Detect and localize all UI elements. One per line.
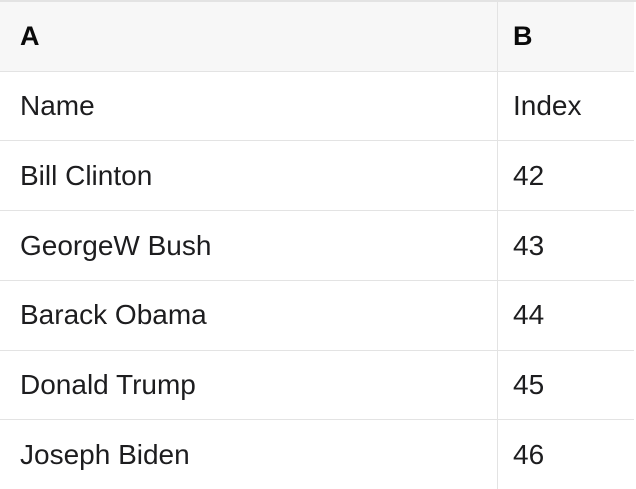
- table-row: GeorgeW Bush 43: [0, 211, 634, 281]
- cell-b2-president-index[interactable]: 42: [497, 141, 634, 211]
- cell-b4-president-index[interactable]: 44: [497, 280, 634, 350]
- cell-a5-president-name[interactable]: Donald Trump: [20, 368, 196, 400]
- cell-a1-name-label[interactable]: Name: [20, 90, 95, 122]
- cell-b1-index-label[interactable]: Index: [497, 71, 634, 141]
- column-header-row: A B: [0, 2, 634, 72]
- table-row: Donald Trump 45: [0, 350, 634, 421]
- column-header-b[interactable]: B: [497, 2, 634, 71]
- column-header-a[interactable]: A: [20, 20, 40, 51]
- cell-b5-president-index[interactable]: 45: [497, 350, 634, 420]
- table-row: Joseph Biden 46: [0, 420, 634, 489]
- table-row-fields: Name Index: [0, 71, 634, 142]
- cell-a3-president-name[interactable]: GeorgeW Bush: [20, 229, 212, 261]
- table-row: Bill Clinton 42: [0, 141, 634, 212]
- cell-a4-president-name[interactable]: Barack Obama: [20, 299, 207, 331]
- cell-b6-president-index[interactable]: 46: [497, 420, 634, 489]
- cell-a2-president-name[interactable]: Bill Clinton: [20, 159, 153, 191]
- cell-a6-president-name[interactable]: Joseph Biden: [20, 438, 190, 470]
- cell-b3-president-index[interactable]: 43: [497, 211, 634, 280]
- table-row: Barack Obama 44: [0, 280, 634, 351]
